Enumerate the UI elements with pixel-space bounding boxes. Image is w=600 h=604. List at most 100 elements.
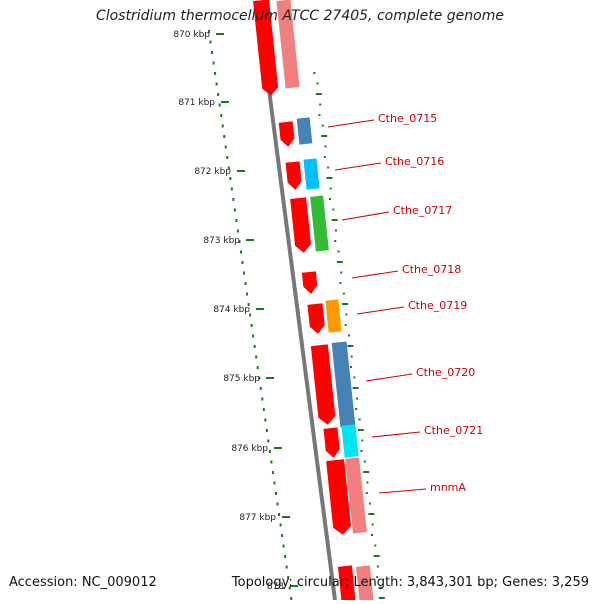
- gene-leader-line: [334, 162, 382, 171]
- ruler-dot: [212, 61, 215, 65]
- ruler-tick-label: 878: [267, 582, 284, 592]
- ruler-dot: [270, 460, 273, 464]
- ruler-dot: [249, 313, 252, 317]
- gene-label[interactable]: Cthe_0720: [416, 366, 475, 379]
- ruler-dot: [232, 198, 235, 201]
- gc-dot: [319, 103, 322, 106]
- ruler-dot: [259, 387, 262, 390]
- cds-arrow[interactable]: [290, 197, 312, 253]
- gc-dot: [376, 565, 379, 568]
- ruler-tick-label: 876 kbp: [231, 444, 268, 454]
- feature-block[interactable]: [341, 424, 359, 458]
- gc-dot: [373, 555, 380, 557]
- ruler-dot: [214, 72, 217, 75]
- feature-block[interactable]: [303, 158, 320, 190]
- ruler-tick-label: 877 kbp: [239, 513, 276, 523]
- ruler-dot: [209, 40, 212, 44]
- gene-label[interactable]: Cthe_0717: [393, 204, 452, 217]
- gene-label[interactable]: Cthe_0719: [408, 299, 467, 312]
- ruler-dot: [238, 240, 241, 243]
- feature-block[interactable]: [337, 565, 357, 604]
- feature-block[interactable]: [355, 565, 375, 604]
- gene-label[interactable]: Cthe_0716: [385, 155, 444, 168]
- ruler-dot: [252, 334, 255, 338]
- ruler-dot: [276, 502, 279, 506]
- gc-dot: [339, 282, 342, 284]
- gene-leader-line: [351, 270, 399, 279]
- cds-arrow[interactable]: [310, 344, 336, 425]
- ruler-tick-label: 873 kbp: [203, 236, 240, 246]
- ruler-dot: [290, 597, 293, 600]
- gene-label[interactable]: Cthe_0718: [402, 263, 461, 276]
- ruler-dot: [241, 261, 244, 264]
- gc-dot: [337, 250, 340, 253]
- gc-dot: [313, 72, 316, 74]
- ruler-dot: [281, 534, 284, 537]
- ruler-dot: [253, 345, 256, 348]
- ruler-tick-label: 872 kbp: [194, 167, 231, 177]
- ruler-tick-label: 871 kbp: [178, 98, 215, 108]
- gene-leader-line: [356, 306, 405, 315]
- ruler-dot: [239, 250, 242, 254]
- gc-dot: [366, 481, 369, 484]
- feature-block[interactable]: [325, 299, 342, 333]
- gc-dot: [352, 387, 359, 389]
- gene-labels: Cthe_0715 Cthe_0716 Cthe_0717 Cthe_0718 Cthe…: [327, 112, 483, 494]
- feature-block[interactable]: [331, 341, 356, 428]
- cds-arrow[interactable]: [253, 0, 279, 97]
- gc-dot: [326, 177, 333, 179]
- ruler-dot: [262, 408, 265, 411]
- gc-dot: [378, 597, 385, 599]
- gene-label[interactable]: mnmA: [430, 481, 466, 494]
- gc-dot: [353, 376, 356, 379]
- gc-dot: [318, 114, 321, 116]
- gc-dot: [345, 313, 348, 316]
- ruler-dot: [274, 492, 277, 495]
- gene-leader-line: [371, 431, 421, 438]
- feature-block[interactable]: [345, 457, 367, 534]
- cds-arrow[interactable]: [326, 459, 352, 535]
- ruler-dot: [236, 229, 239, 233]
- gene-label[interactable]: Cthe_0715: [378, 112, 437, 125]
- gc-dot: [371, 534, 373, 536]
- gc-dot: [355, 408, 358, 410]
- gc-dot: [348, 334, 351, 337]
- feature-block[interactable]: [310, 195, 329, 252]
- ruler-dot: [268, 450, 271, 453]
- ruler-dot: [217, 93, 220, 96]
- ruler-dot: [229, 177, 232, 180]
- gc-skew-dots: [208, 30, 385, 600]
- genome-title: Clostridium thermocellum ATCC 27405, com…: [96, 8, 504, 24]
- feature-block[interactable]: [276, 0, 300, 89]
- gc-dot: [344, 324, 347, 326]
- ruler-dot: [279, 523, 282, 527]
- cds-arrow[interactable]: [278, 121, 296, 147]
- gc-dot: [376, 576, 379, 578]
- ruler-tick-label: 870 kbp: [173, 30, 210, 40]
- ruler-dot: [226, 156, 229, 159]
- ruler-dot: [218, 103, 221, 107]
- gc-dot: [355, 397, 358, 400]
- ruler-dot: [211, 51, 214, 54]
- feature-block[interactable]: [296, 117, 313, 145]
- gc-dot: [324, 145, 327, 148]
- gene-leader-line: [378, 488, 427, 494]
- cds-arrow[interactable]: [301, 271, 318, 294]
- ruler-dot: [285, 565, 288, 569]
- gene-label[interactable]: Cthe_0721: [424, 424, 483, 437]
- ruler-dot: [208, 30, 210, 33]
- gc-dot: [321, 124, 324, 127]
- cds-arrow[interactable]: [285, 161, 303, 190]
- gc-dot: [316, 82, 319, 85]
- gc-dot: [363, 460, 366, 463]
- gc-dot: [363, 471, 370, 473]
- gene-leader-line: [327, 119, 375, 128]
- gc-dot: [331, 219, 338, 221]
- ruler-tick-label: 875 kbp: [223, 374, 260, 384]
- gc-dot: [350, 355, 353, 358]
- gc-dot: [334, 240, 337, 242]
- cds-arrow[interactable]: [323, 427, 340, 458]
- cds-arrow[interactable]: [307, 303, 325, 334]
